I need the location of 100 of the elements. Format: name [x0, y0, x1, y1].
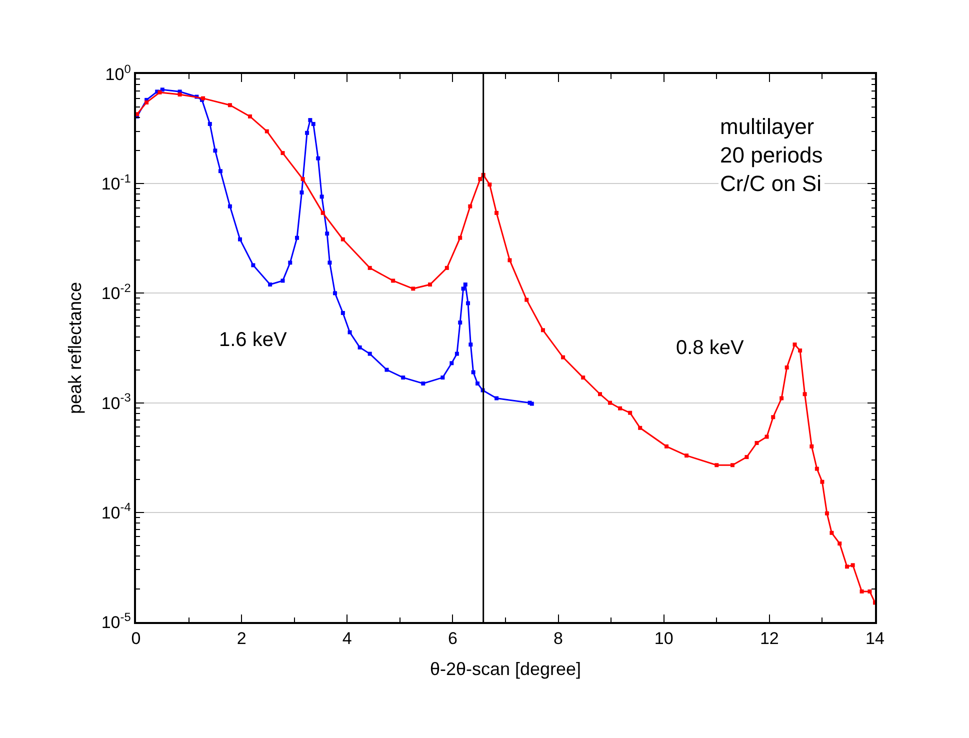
point [368, 266, 372, 270]
x-tick-label: 10 [654, 629, 674, 648]
point [478, 177, 482, 182]
y-tick-label: 10$^{0}$ [105, 62, 132, 84]
point [333, 291, 337, 296]
point [160, 88, 164, 92]
point [358, 345, 362, 350]
point [494, 396, 499, 400]
point [264, 129, 269, 134]
point [561, 355, 566, 360]
point [178, 92, 182, 96]
point [295, 236, 299, 240]
point [850, 563, 855, 568]
point [463, 282, 468, 287]
point [860, 589, 864, 594]
x-tick-label: 2 [236, 629, 246, 648]
point [581, 376, 586, 380]
point [208, 122, 212, 126]
x-tick-label: 8 [554, 629, 564, 648]
point [524, 298, 529, 302]
point [845, 564, 850, 569]
point [792, 342, 797, 347]
point [466, 301, 470, 306]
point [608, 400, 612, 405]
point [320, 194, 324, 199]
x-tick-label: 4 [342, 629, 352, 648]
point [428, 282, 432, 287]
point [476, 382, 480, 386]
point [251, 263, 256, 268]
point [440, 376, 445, 380]
point [784, 365, 789, 370]
point [508, 258, 512, 262]
point [458, 320, 462, 325]
point [384, 368, 389, 372]
point [280, 151, 285, 156]
point [461, 286, 466, 291]
point [744, 455, 749, 460]
point [764, 434, 769, 439]
point [798, 348, 802, 353]
point [468, 204, 472, 208]
point [450, 361, 454, 366]
point [218, 169, 222, 174]
x-tick-label: 14 [866, 629, 884, 648]
annotation: 1.6 keV [219, 329, 288, 351]
point [638, 426, 642, 430]
y-axis-title: peak reflectance [65, 282, 86, 414]
point [598, 392, 602, 396]
point [340, 310, 345, 315]
point [618, 406, 622, 410]
annotation: multilayer 20 periods Cr/C on Si [720, 114, 823, 196]
point [802, 392, 807, 396]
point [488, 182, 492, 187]
point [305, 130, 310, 135]
y-tick-label: 10$^{-1}$ [101, 171, 132, 194]
point [280, 278, 285, 283]
point [248, 114, 252, 118]
point [820, 480, 824, 484]
point [471, 370, 476, 374]
point [368, 352, 372, 356]
point [714, 463, 719, 468]
point [684, 454, 689, 458]
point [300, 177, 305, 182]
point [158, 90, 162, 94]
point [268, 282, 272, 287]
x-axis-title: θ-2θ-scan [degree] [430, 658, 582, 679]
point [311, 122, 316, 126]
point [340, 237, 345, 242]
point [664, 444, 668, 448]
point [328, 260, 332, 265]
point [771, 415, 776, 420]
point [348, 330, 352, 334]
point [316, 156, 320, 160]
point [444, 266, 449, 270]
point [325, 232, 330, 236]
annotation: 0.8 keV [676, 337, 744, 359]
point [144, 100, 149, 104]
x-tick-label: 12 [760, 629, 779, 648]
point [468, 342, 473, 347]
point [494, 210, 499, 215]
point [288, 260, 292, 265]
point [780, 396, 784, 400]
point [838, 542, 842, 546]
x-tick-label: 6 [448, 629, 458, 648]
point [213, 148, 218, 153]
x-tick-label: 0 [131, 629, 141, 648]
y-tick-label: 10$^{-5}$ [101, 610, 132, 632]
point [411, 286, 416, 291]
point [300, 190, 304, 194]
y-tick-label: 10$^{-3}$ [101, 390, 132, 413]
point [228, 103, 232, 108]
point [540, 328, 545, 332]
point [824, 511, 829, 516]
point [830, 530, 834, 535]
point [454, 352, 459, 356]
point [421, 382, 426, 386]
point [391, 278, 396, 283]
point [814, 466, 819, 471]
point [730, 463, 734, 468]
point [228, 204, 232, 208]
point [754, 440, 759, 445]
